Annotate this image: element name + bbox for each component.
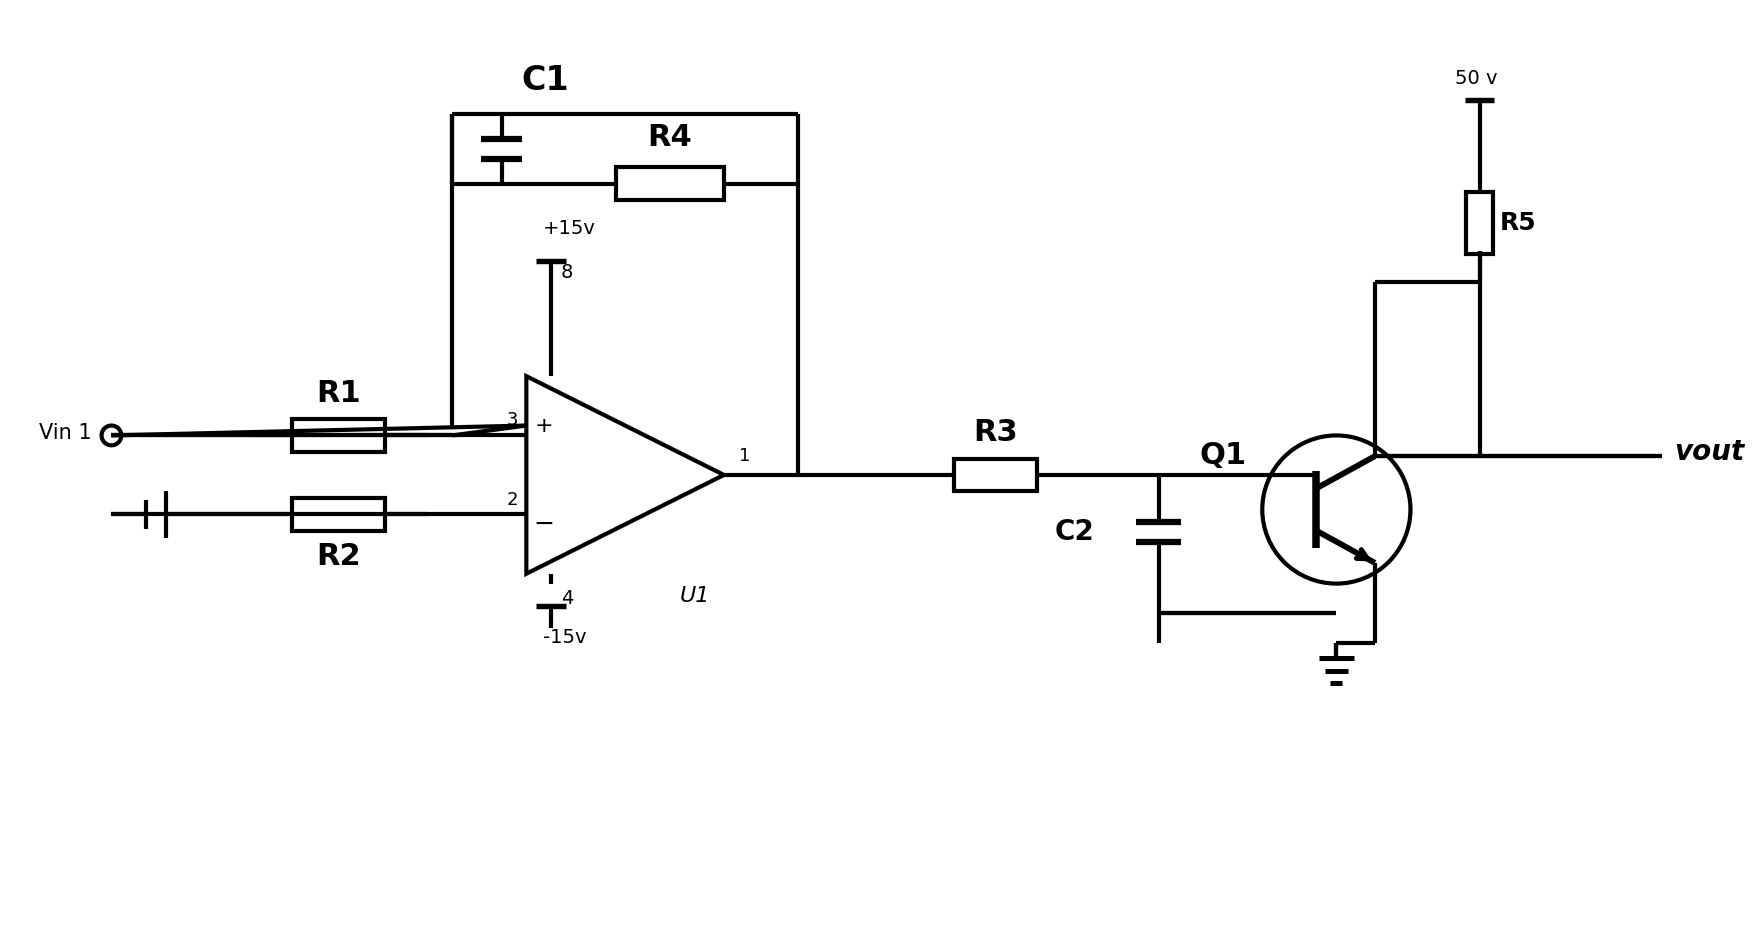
Text: R1: R1 xyxy=(316,379,360,408)
Text: R5: R5 xyxy=(1499,212,1536,235)
Text: −: − xyxy=(534,512,555,537)
Text: R3: R3 xyxy=(973,418,1017,447)
Text: 2: 2 xyxy=(508,491,518,509)
Text: +: + xyxy=(534,415,553,435)
Polygon shape xyxy=(527,376,724,573)
Text: 3: 3 xyxy=(508,412,518,430)
Text: 4: 4 xyxy=(560,588,573,607)
Text: C1: C1 xyxy=(522,64,569,97)
Text: +15v: +15v xyxy=(543,219,596,238)
Text: -15v: -15v xyxy=(543,628,587,647)
Circle shape xyxy=(102,426,121,446)
Bar xyxy=(615,167,724,200)
Text: Q1: Q1 xyxy=(1200,441,1246,470)
Text: R2: R2 xyxy=(316,542,360,572)
Bar xyxy=(1465,192,1493,254)
Text: U1: U1 xyxy=(680,586,710,605)
Text: 1: 1 xyxy=(738,447,750,465)
Circle shape xyxy=(1262,435,1411,584)
Text: 8: 8 xyxy=(560,263,573,282)
Text: vout: vout xyxy=(1674,438,1745,466)
Text: C2: C2 xyxy=(1054,518,1095,546)
Text: Vin 1: Vin 1 xyxy=(39,423,91,444)
Bar xyxy=(292,419,385,452)
Bar xyxy=(954,459,1037,492)
Text: R4: R4 xyxy=(647,123,692,152)
Bar xyxy=(292,498,385,531)
Text: 50 v: 50 v xyxy=(1455,69,1497,87)
